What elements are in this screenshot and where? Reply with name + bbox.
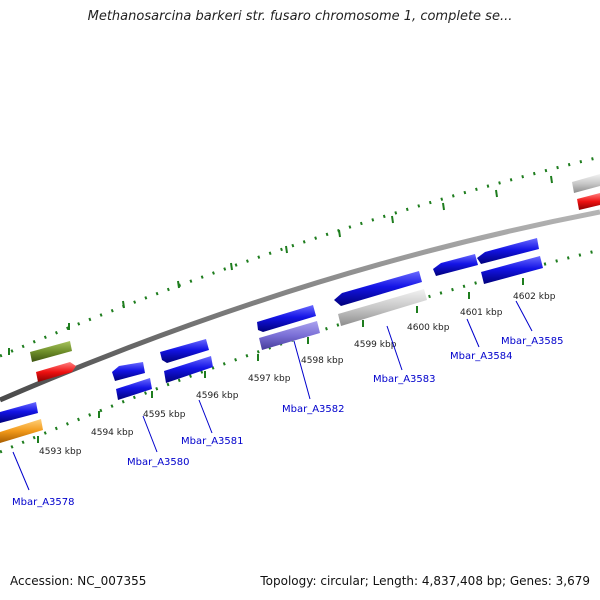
gene-feature-blue-j[interactable] bbox=[481, 256, 543, 284]
accession-text: Accession: NC_007355 bbox=[10, 574, 147, 588]
gene-label-a3583[interactable]: Mbar_A3583 bbox=[373, 374, 436, 385]
gene-feature-blue-e[interactable] bbox=[164, 356, 213, 383]
tick-label: 4596 kbp bbox=[196, 391, 239, 401]
gene-feature-red-left[interactable] bbox=[36, 362, 76, 382]
gene-feature-blue-g[interactable] bbox=[334, 271, 422, 306]
gene-feature-blue-b[interactable] bbox=[112, 362, 145, 381]
genome-summary-text: Topology: circular; Length: 4,837,408 bp… bbox=[260, 574, 590, 588]
gene-label-a3580[interactable]: Mbar_A3580 bbox=[127, 457, 190, 468]
forward-major-ticks bbox=[8, 175, 553, 355]
gene-feature-gray-mid[interactable] bbox=[338, 289, 427, 326]
tick-label: 4595 kbp bbox=[143, 410, 186, 420]
gene-labels: Mbar_A3578 Mbar_A3580 Mbar_A3581 Mbar_A3… bbox=[12, 336, 564, 508]
tick-label: 4601 kbp bbox=[460, 308, 503, 318]
gene-feature-blue-d[interactable] bbox=[160, 339, 209, 363]
reverse-major-ticks bbox=[37, 278, 524, 443]
gene-feature-blue-f[interactable] bbox=[257, 305, 316, 332]
gene-feature-blue-h[interactable] bbox=[433, 254, 478, 276]
tick-label: 4594 kbp bbox=[91, 428, 134, 438]
tick-label: 4598 kbp bbox=[301, 356, 344, 366]
gene-feature-red-right[interactable] bbox=[577, 193, 600, 210]
tick-label: 4600 kbp bbox=[407, 323, 450, 333]
tick-label: 4593 kbp bbox=[39, 447, 82, 457]
chromosome-backbone bbox=[0, 209, 600, 403]
gene-label-a3585[interactable]: Mbar_A3585 bbox=[501, 336, 564, 347]
gene-label-a3584[interactable]: Mbar_A3584 bbox=[450, 351, 513, 362]
gene-label-a3582[interactable]: Mbar_A3582 bbox=[282, 404, 345, 415]
tick-labels: 4593 kbp 4594 kbp 4595 kbp 4596 kbp 4597… bbox=[39, 292, 556, 457]
gene-feature-purple[interactable] bbox=[259, 321, 320, 350]
gene-feature-gray-right[interactable] bbox=[572, 174, 600, 193]
gene-feature-blue-c[interactable] bbox=[116, 378, 152, 400]
gene-label-a3578[interactable]: Mbar_A3578 bbox=[12, 497, 75, 508]
gene-feature-olive[interactable] bbox=[30, 341, 72, 362]
gene-feature-orange[interactable] bbox=[0, 419, 43, 443]
gene-label-a3581[interactable]: Mbar_A3581 bbox=[181, 436, 244, 447]
gene-feature-blue-a[interactable] bbox=[0, 402, 38, 423]
gene-feature-blue-i[interactable] bbox=[477, 238, 539, 264]
gene-leader-lines bbox=[12, 300, 533, 491]
tick-label: 4597 kbp bbox=[248, 374, 291, 384]
map-title: Methanosarcina barkeri str. fusaro chrom… bbox=[87, 9, 513, 24]
tick-label: 4599 kbp bbox=[354, 340, 397, 350]
tick-label: 4602 kbp bbox=[513, 292, 556, 302]
